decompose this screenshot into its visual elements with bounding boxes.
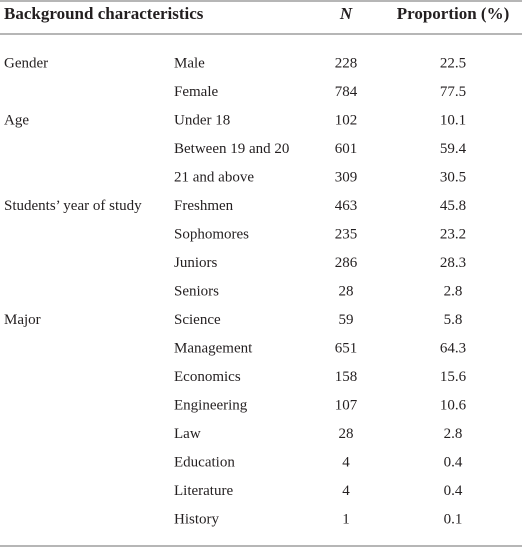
item-cell: Science xyxy=(174,312,221,328)
n-cell: 28 xyxy=(339,283,354,299)
proportion-cell: 0.1 xyxy=(444,511,463,527)
proportion-cell: 64.3 xyxy=(440,340,466,356)
header-cell: N xyxy=(339,4,353,23)
proportion-cell: 5.8 xyxy=(444,312,463,328)
header-cell: Background characteristics xyxy=(4,4,204,23)
group-label: Age xyxy=(4,112,29,128)
proportion-cell: 0.4 xyxy=(444,483,463,499)
n-cell: 28 xyxy=(339,426,354,442)
item-cell: Management xyxy=(174,340,253,356)
n-cell: 601 xyxy=(335,141,358,157)
n-cell: 651 xyxy=(335,340,358,356)
item-cell: Education xyxy=(174,454,235,470)
item-cell: Economics xyxy=(174,369,241,385)
item-cell: Sophomores xyxy=(174,226,249,242)
n-cell: 102 xyxy=(335,112,358,128)
n-cell: 4 xyxy=(342,454,350,470)
item-cell: Law xyxy=(174,426,201,442)
item-cell: Juniors xyxy=(174,255,218,271)
n-cell: 286 xyxy=(335,255,358,271)
n-cell: 235 xyxy=(335,226,358,242)
proportion-cell: 30.5 xyxy=(440,169,466,185)
group-label: Major xyxy=(4,312,41,328)
group-label: Students’ year of study xyxy=(4,198,142,214)
proportion-cell: 59.4 xyxy=(440,141,467,157)
item-cell: Under 18 xyxy=(174,112,230,128)
item-cell: Freshmen xyxy=(174,198,234,214)
item-cell: History xyxy=(174,511,220,527)
proportion-cell: 10.6 xyxy=(440,397,467,413)
proportion-cell: 77.5 xyxy=(440,84,466,100)
n-cell: 228 xyxy=(335,55,358,71)
n-cell: 107 xyxy=(335,397,358,413)
n-cell: 158 xyxy=(335,369,358,385)
n-cell: 4 xyxy=(342,483,350,499)
item-cell: Male xyxy=(174,55,205,71)
n-cell: 309 xyxy=(335,169,358,185)
proportion-cell: 2.8 xyxy=(444,283,463,299)
item-cell: 21 and above xyxy=(174,169,254,185)
n-cell: 784 xyxy=(335,84,358,100)
group-label: Gender xyxy=(4,55,48,71)
proportion-cell: 0.4 xyxy=(444,454,463,470)
item-cell: Engineering xyxy=(174,397,248,413)
proportion-cell: 23.2 xyxy=(440,226,466,242)
proportion-cell: 2.8 xyxy=(444,426,463,442)
header-cell: Proportion (%) xyxy=(397,4,510,23)
proportion-cell: 28.3 xyxy=(440,255,466,271)
n-cell: 59 xyxy=(339,312,354,328)
proportion-cell: 15.6 xyxy=(440,369,467,385)
proportion-cell: 10.1 xyxy=(440,112,466,128)
item-cell: Literature xyxy=(174,483,233,499)
item-cell: Between 19 and 20 xyxy=(174,141,289,157)
n-cell: 1 xyxy=(342,511,350,527)
item-cell: Female xyxy=(174,84,218,100)
item-cell: Seniors xyxy=(174,283,219,299)
proportion-cell: 45.8 xyxy=(440,198,466,214)
n-cell: 463 xyxy=(335,198,358,214)
proportion-cell: 22.5 xyxy=(440,55,466,71)
